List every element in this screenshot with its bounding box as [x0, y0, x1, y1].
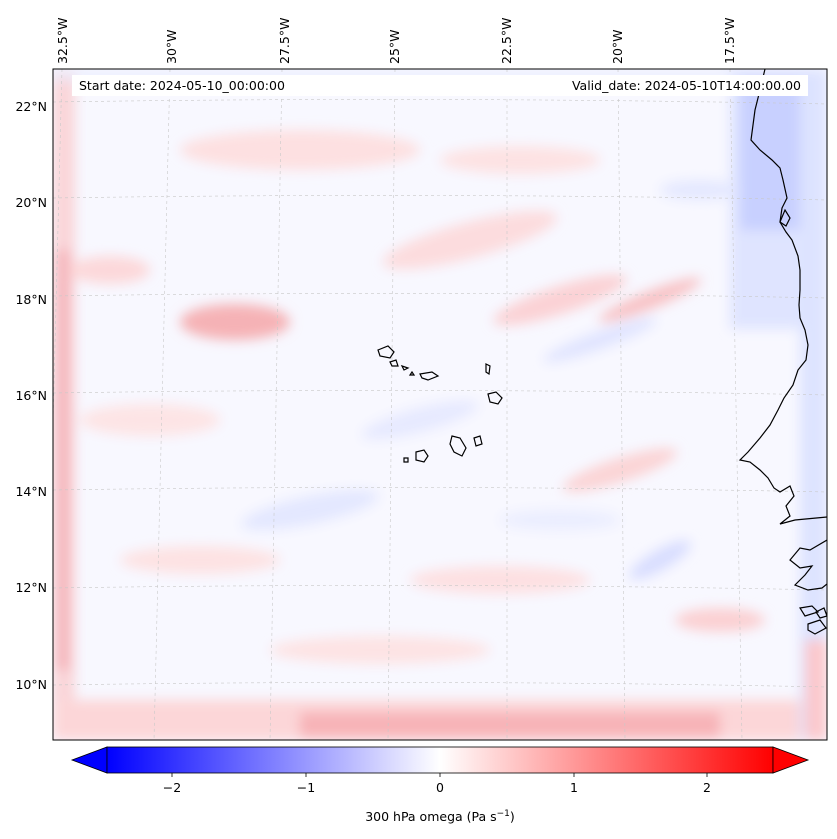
lat-label-10n: 10°N: [15, 677, 47, 692]
cape-verde-islands: [377, 345, 503, 463]
lat-label-16n: 16°N: [15, 388, 47, 403]
colorbar-extend-high: [772, 746, 810, 774]
africa-coastline-south: [789, 539, 827, 591]
map-frame: [52, 68, 828, 741]
valid-date-label: Valid_date: 2024-05-10T14:00:00.00: [572, 78, 801, 93]
lat-label-18n: 18°N: [15, 292, 47, 307]
colorbar-tick-2: 2: [703, 780, 711, 795]
colorbar-tick-1: 1: [570, 780, 578, 795]
lat-label-14n: 14°N: [15, 484, 47, 499]
omega-field: [53, 69, 827, 740]
lon-label-27-5w: 27.5°W: [277, 18, 292, 64]
lon-label-30w: 30°W: [164, 29, 179, 64]
colorbar-body: [106, 746, 774, 774]
graticule: [53, 69, 827, 740]
lon-label-20w: 20°W: [610, 29, 625, 64]
longitude-labels: 32.5°W 30°W 27.5°W 25°W 22.5°W 20°W 17.5…: [55, 18, 737, 64]
colorbar-tick-neg2: −2: [163, 780, 181, 795]
colorbar-tick-0: 0: [436, 780, 444, 795]
latitude-labels: 22°N 20°N 18°N 16°N 14°N 12°N 10°N: [15, 99, 47, 692]
lon-label-25w: 25°W: [387, 29, 402, 64]
colorbar-extend-low: [70, 746, 108, 774]
lon-label-32-5w: 32.5°W: [55, 18, 70, 64]
colorbar-label: 300 hPa omega (Pa s−1): [365, 809, 515, 824]
colorbar: −2 −1 0 1 2 300 hPa omega (Pa s−1): [70, 746, 810, 824]
lon-label-17-5w: 17.5°W: [722, 18, 737, 64]
africa-coastline: [738, 69, 827, 525]
lat-label-20n: 20°N: [15, 195, 47, 210]
date-header-band: [72, 75, 808, 96]
start-date-label: Start date: 2024-05-10_00:00:00: [79, 78, 285, 93]
lat-label-22n: 22°N: [15, 99, 47, 114]
lat-label-12n: 12°N: [15, 580, 47, 595]
colorbar-tick-neg1: −1: [297, 780, 315, 795]
lon-label-22-5w: 22.5°W: [499, 18, 514, 64]
